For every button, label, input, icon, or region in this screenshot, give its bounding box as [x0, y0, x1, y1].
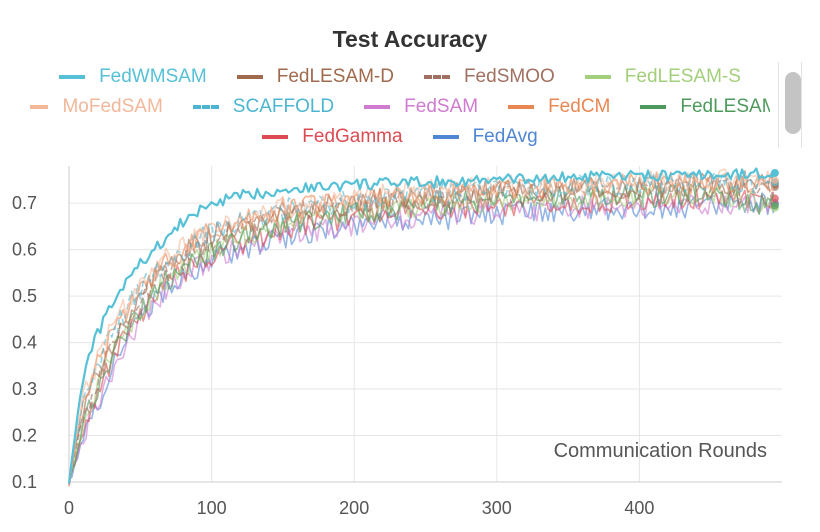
- series-line-fedavg: [68, 192, 775, 481]
- series-line-fedgamma: [68, 189, 775, 481]
- legend-scrollbar-thumb[interactable]: [785, 72, 801, 134]
- legend-item-fedlesam-d[interactable]: FedLESAM-D: [236, 66, 394, 88]
- series-endpoint: [770, 201, 779, 210]
- x-tick-label: 300: [482, 498, 512, 518]
- legend-item-fedavg[interactable]: FedAvg: [432, 126, 538, 148]
- legend-item-fedwmsam[interactable]: FedWMSAM: [59, 66, 207, 88]
- x-tick-label: 0: [64, 498, 74, 518]
- series-line-fedcm: [68, 170, 774, 484]
- legend-item-fedcm[interactable]: FedCM: [508, 96, 610, 118]
- series-endpoint: [770, 168, 779, 177]
- legend-row: FedWMSAM FedLESAM-D FedSMOO FedLESAM-S: [30, 62, 770, 92]
- legend-swatch: [236, 75, 263, 79]
- legend-item-fedsam[interactable]: FedSAM: [364, 96, 478, 118]
- legend-item-mofedsam[interactable]: MoFedSAM: [30, 96, 163, 118]
- legend-label: SCAFFOLD: [232, 96, 335, 117]
- legend-label: FedLESAM-S: [624, 66, 741, 87]
- legend-label: MoFedSAM: [62, 96, 163, 117]
- legend-swatch: [364, 105, 391, 109]
- x-tick-label: 400: [624, 498, 654, 518]
- x-axis-label: Communication Rounds: [554, 440, 767, 462]
- legend-label: FedSAM: [404, 96, 479, 117]
- legend-label: FedLESAM: [680, 96, 770, 117]
- legend-item-fedlesam[interactable]: FedLESAM: [640, 96, 770, 118]
- legend-row: MoFedSAM SCAFFOLD FedSAM FedCM FedLESAM: [30, 92, 770, 122]
- y-tick-label: 0.1: [12, 472, 37, 492]
- legend-swatch: [192, 105, 219, 109]
- y-tick-label: 0.5: [12, 286, 37, 306]
- legend-label: FedLESAM-D: [276, 66, 394, 87]
- series-line-fedwmsam: [67, 167, 774, 484]
- y-tick-label: 0.4: [12, 333, 37, 353]
- legend-label: FedAvg: [472, 126, 538, 147]
- series-line-mofedsam: [68, 168, 775, 487]
- legend-row: FedGamma FedAvg: [30, 122, 770, 148]
- legend-swatch: [508, 105, 535, 109]
- y-tick-label: 0.2: [12, 426, 37, 446]
- legend-swatch: [584, 75, 611, 79]
- legend-item-fedgamma[interactable]: FedGamma: [262, 126, 403, 148]
- legend-label: FedSMOO: [463, 66, 555, 87]
- series-line-scaffold: [68, 171, 774, 478]
- legend-swatch: [262, 135, 289, 139]
- legend-label: FedCM: [548, 96, 611, 117]
- legend-scrollbar-track[interactable]: [778, 62, 802, 148]
- legend-item-fedlesam-s[interactable]: FedLESAM-S: [584, 66, 741, 88]
- legend-swatch: [640, 105, 667, 109]
- chart-legend: FedWMSAM FedLESAM-D FedSMOO FedLESAM-S M…: [30, 62, 770, 148]
- legend-item-fedsmoo[interactable]: FedSMOO: [423, 66, 555, 88]
- x-tick-label: 100: [197, 498, 227, 518]
- legend-label: FedWMSAM: [99, 66, 207, 87]
- chart-title: Test Accuracy: [332, 26, 488, 52]
- legend-swatch: [423, 75, 450, 79]
- y-tick-label: 0.6: [12, 240, 37, 260]
- legend-swatch: [59, 75, 86, 79]
- legend-label: FedGamma: [302, 126, 403, 147]
- legend-swatch: [30, 105, 49, 109]
- legend-item-scaffold[interactable]: SCAFFOLD: [192, 96, 335, 118]
- x-tick-label: 200: [339, 498, 369, 518]
- y-tick-label: 0.7: [12, 193, 37, 213]
- y-tick-label: 0.3: [12, 379, 37, 399]
- legend-swatch: [432, 135, 459, 139]
